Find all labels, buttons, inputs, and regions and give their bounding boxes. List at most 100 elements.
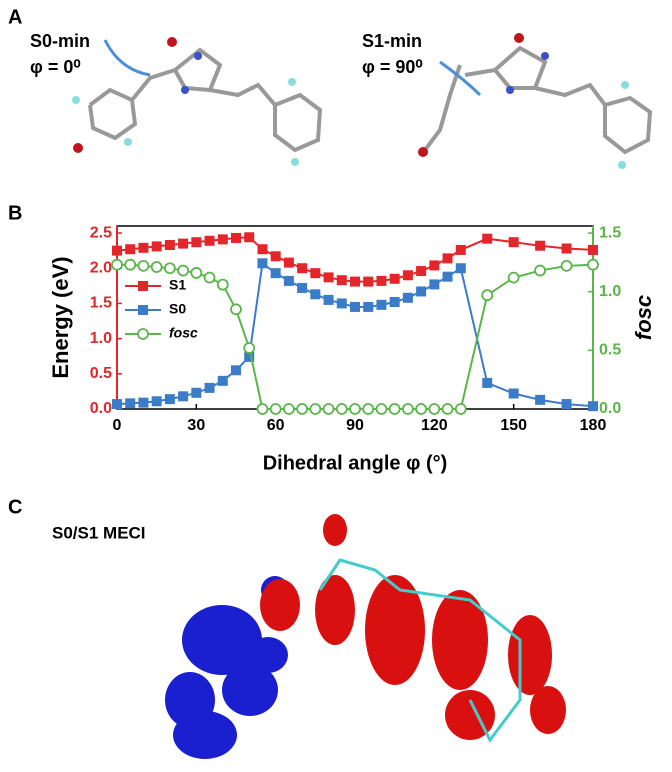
molecule-label: S0/S1 MECI (52, 523, 146, 542)
panel-label: A (8, 6, 22, 28)
data-point (389, 297, 400, 308)
data-point (178, 238, 189, 249)
x-tick-label: 60 (267, 417, 285, 434)
legend-label: S1 (169, 277, 186, 293)
data-point (561, 243, 572, 254)
data-point (270, 268, 281, 279)
data-point (455, 244, 466, 255)
data-point (243, 342, 256, 354)
data-point (482, 233, 493, 244)
data-point (310, 268, 321, 279)
legend-label: fosc (169, 325, 198, 341)
data-point (401, 403, 414, 415)
y2-tick-label: 1.0 (599, 283, 621, 300)
data-point (217, 234, 228, 245)
data-point (177, 264, 190, 277)
molecule-label: S0-min (30, 31, 90, 51)
data-point (363, 276, 374, 287)
data-point (349, 403, 361, 415)
y2-tick-label: 1.5 (599, 224, 621, 241)
data-point (138, 397, 149, 408)
data-point (125, 398, 136, 409)
legend-marker (138, 305, 148, 315)
data-point (124, 258, 137, 271)
data-point (442, 271, 453, 282)
data-point (415, 403, 428, 415)
molecule-angle: φ = 90⁰ (362, 57, 423, 77)
y2-tick-label: 0.5 (599, 342, 621, 359)
data-point (283, 257, 294, 268)
data-point (164, 240, 175, 251)
molecule-angle: φ = 0⁰ (30, 57, 81, 77)
data-point (231, 232, 241, 243)
data-point (257, 244, 268, 255)
data-point (335, 403, 348, 415)
data-point (388, 403, 401, 415)
data-point (454, 403, 467, 415)
data-point (125, 244, 136, 255)
y-tick-label: 2.0 (90, 259, 112, 276)
data-point (270, 251, 281, 262)
data-point (336, 275, 347, 286)
data-point (283, 275, 294, 286)
data-point (297, 263, 308, 274)
data-point (534, 264, 547, 277)
panel-label: C (8, 496, 22, 518)
x-tick-label: 0 (113, 417, 122, 434)
y-tick-label: 1.5 (90, 295, 112, 312)
data-point (244, 351, 255, 362)
data-point (508, 388, 519, 399)
y2-axis-label: fosc (631, 295, 656, 340)
data-point (151, 396, 162, 407)
data-point (257, 258, 268, 269)
y-tick-label: 2.5 (90, 224, 112, 241)
data-point (297, 282, 308, 293)
data-point (375, 403, 388, 415)
data-point (376, 299, 387, 310)
data-point (455, 263, 466, 274)
molecule-left (72, 37, 323, 166)
y-tick-label: 0.5 (90, 365, 112, 382)
data-point (442, 253, 453, 264)
data-point (112, 245, 122, 256)
data-point (150, 261, 163, 273)
x-axis-label: Dihedral angle φ (°) (263, 452, 448, 474)
x-tick-label: 90 (346, 417, 364, 434)
data-point (112, 399, 122, 410)
data-point (269, 403, 282, 415)
data-point (322, 403, 335, 415)
legend-label: S0 (169, 301, 186, 317)
data-point (323, 272, 334, 283)
data-point (164, 394, 175, 405)
x-tick-label: 150 (500, 417, 527, 434)
data-point (535, 240, 546, 251)
data-point (217, 375, 228, 386)
data-point (428, 403, 441, 415)
data-point (216, 278, 229, 291)
data-point (350, 276, 360, 287)
data-point (429, 279, 440, 290)
data-point (244, 232, 255, 243)
data-point (191, 237, 202, 248)
x-tick-label: 120 (421, 417, 448, 434)
data-point (323, 294, 334, 305)
data-point (309, 403, 322, 415)
data-point (588, 244, 598, 255)
orbital-blobs (165, 514, 566, 759)
molecule-right (418, 33, 653, 169)
data-point (256, 403, 269, 415)
data-point (363, 301, 374, 312)
y-axis-label: Energy (eV) (48, 256, 73, 378)
data-point (389, 273, 400, 284)
data-point (204, 382, 215, 393)
data-point (282, 403, 295, 415)
data-point (441, 403, 454, 415)
y-tick-label: 1.0 (90, 330, 112, 347)
data-point (191, 387, 202, 398)
data-point (163, 262, 176, 275)
plot-frame (116, 225, 594, 410)
data-point (231, 365, 241, 376)
data-point (416, 286, 427, 297)
data-point (151, 241, 162, 252)
